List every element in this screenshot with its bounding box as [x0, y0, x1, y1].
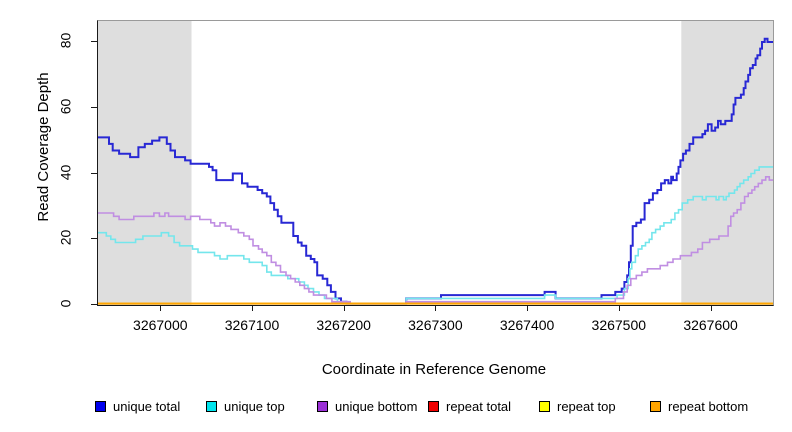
- x-tick: [618, 305, 620, 311]
- x-tick-label: 3267200: [316, 317, 371, 333]
- legend-swatch-unique-bottom: [317, 400, 328, 412]
- x-tick-label: 3267600: [683, 317, 738, 333]
- legend-label-unique-total: unique total: [113, 398, 181, 414]
- shaded-region-1: [681, 21, 773, 305]
- y-tick: [91, 304, 97, 305]
- legend-item-repeat-bottom: repeat bottom: [650, 398, 748, 414]
- legend-item-unique-total: unique total: [95, 398, 180, 414]
- y-tick-label: 60: [57, 98, 74, 115]
- legend-item-unique-bottom: unique bottom: [317, 398, 417, 414]
- legend-item-unique-top: unique top: [206, 398, 285, 414]
- x-tick-label: 3267000: [133, 317, 188, 333]
- plot-canvas: [98, 21, 773, 305]
- y-tick-label: 20: [57, 229, 74, 246]
- x-tick: [710, 305, 712, 311]
- legend-swatch-repeat-bottom: [650, 400, 661, 412]
- legend-label-unique-top: unique top: [224, 398, 285, 414]
- y-tick: [91, 238, 97, 239]
- y-tick-label: 80: [57, 32, 74, 49]
- plot-area: [97, 20, 774, 306]
- legend-swatch-unique-top: [206, 400, 217, 412]
- y-tick: [91, 107, 97, 108]
- x-tick: [160, 305, 162, 311]
- y-axis-label: Read Coverage Depth: [35, 72, 52, 222]
- x-tick-label: 3267400: [499, 317, 555, 333]
- legend-swatch-unique-total: [95, 400, 106, 412]
- legend-swatch-repeat-top: [539, 400, 550, 412]
- legend-label-repeat-total: repeat total: [446, 398, 512, 414]
- series-line-unique-bottom: [98, 176, 773, 305]
- legend-label-repeat-top: repeat top: [557, 398, 616, 414]
- series-line-unique-top: [98, 166, 773, 305]
- x-tick-label: 3267100: [224, 317, 280, 333]
- series-line-unique-total: [98, 37, 773, 305]
- x-tick: [252, 305, 253, 311]
- y-tick: [91, 41, 97, 42]
- y-tick-label: 40: [57, 164, 74, 181]
- y-tick: [91, 173, 97, 174]
- legend-item-repeat-top: repeat top: [539, 398, 616, 414]
- legend-swatch-repeat-total: [428, 400, 439, 412]
- x-axis-label: Coordinate in Reference Genome: [321, 361, 547, 378]
- x-tick-label: 3267500: [591, 317, 647, 333]
- x-tick-label: 3267300: [408, 317, 463, 333]
- legend-label-repeat-bottom: repeat bottom: [668, 398, 749, 414]
- legend-item-repeat-total: repeat total: [428, 398, 511, 414]
- x-tick: [435, 305, 437, 311]
- x-tick: [343, 305, 345, 311]
- x-tick: [527, 305, 529, 311]
- y-tick-label: 0: [57, 299, 74, 308]
- shaded-region-0: [98, 21, 192, 305]
- legend-label-unique-bottom: unique bottom: [335, 398, 418, 414]
